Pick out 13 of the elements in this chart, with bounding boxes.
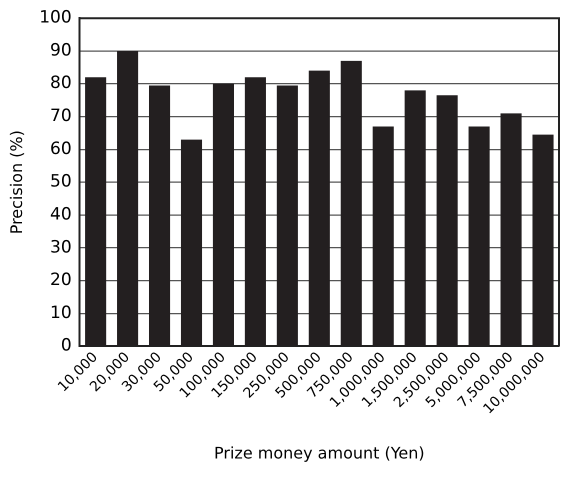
y-tick-label: 0 [60, 336, 72, 356]
x-axis-title: Prize money amount (Yen) [214, 444, 425, 463]
y-tick-label: 70 [50, 106, 72, 126]
y-tick-label: 20 [50, 270, 72, 290]
y-tick-label: 80 [50, 73, 72, 94]
y-tick-label: 40 [50, 204, 72, 224]
y-axis-title: Precision (%) [6, 130, 26, 234]
y-tick-label: 50 [50, 172, 72, 192]
y-tick-label: 10 [50, 302, 72, 323]
y-tick-label: 90 [50, 40, 72, 60]
y-tick-label: 100 [39, 8, 72, 28]
y-tick-label: 60 [50, 138, 72, 159]
y-tick-label: 30 [50, 237, 72, 258]
